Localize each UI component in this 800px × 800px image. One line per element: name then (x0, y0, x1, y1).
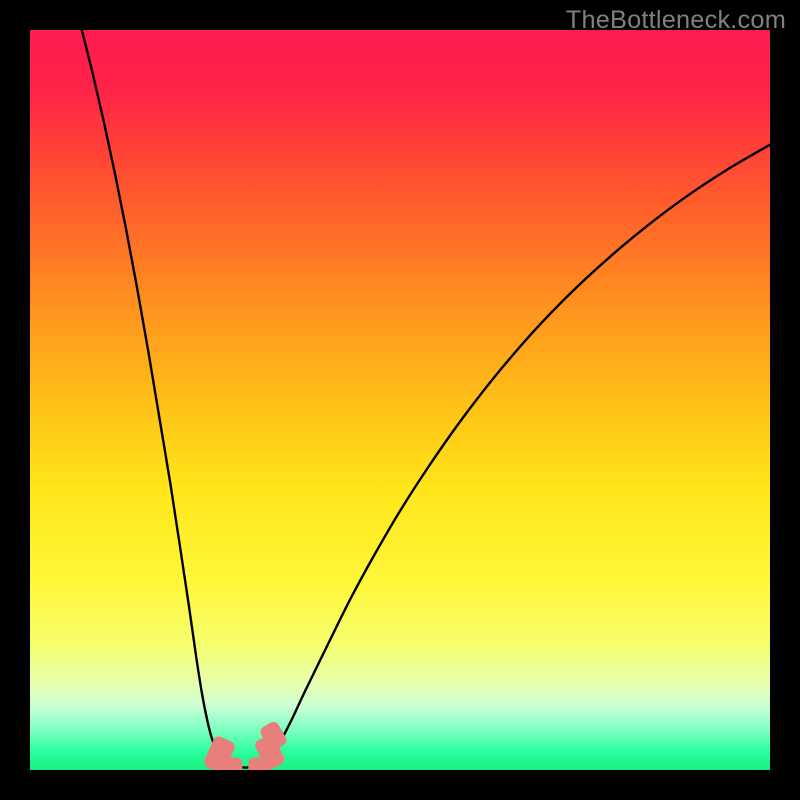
frame: TheBottleneck.com (0, 0, 800, 800)
watermark-text: TheBottleneck.com (566, 6, 786, 35)
plot-background (30, 30, 770, 770)
plot-area (30, 30, 770, 770)
marker-4 (248, 757, 270, 770)
marker-3 (220, 757, 242, 770)
chart-svg (30, 30, 770, 770)
